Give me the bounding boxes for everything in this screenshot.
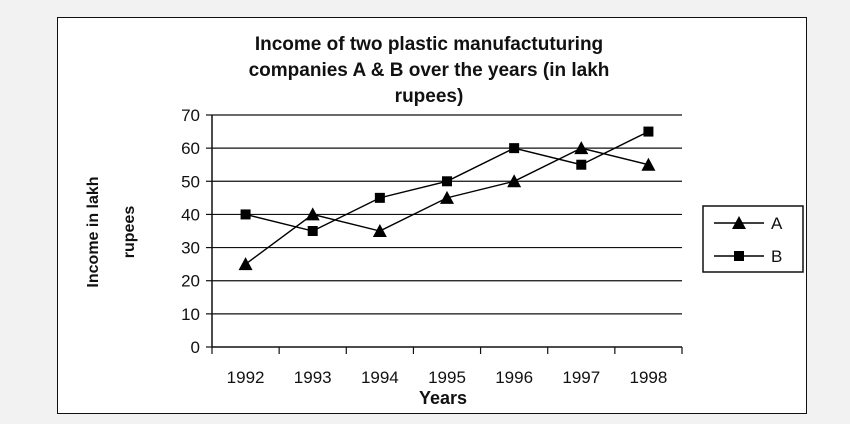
y-tick-label-40: 40 — [181, 205, 200, 224]
point-B-1998 — [643, 126, 654, 137]
series-B — [240, 126, 654, 236]
point-A-1994 — [372, 224, 387, 237]
y-tick-labels: 0 10 20 30 40 50 60 70 — [181, 106, 200, 357]
legend-item-A: A — [714, 214, 783, 233]
y-axis-title-line-1: Income in lakh — [85, 176, 102, 287]
x-tick-label-1992: 1992 — [227, 368, 265, 387]
y-tick-label-70: 70 — [181, 106, 200, 125]
point-B-1995 — [442, 176, 452, 187]
point-B-1997 — [576, 159, 587, 170]
x-tick-labels: 1992 1993 1994 1995 1996 1997 1998 — [227, 368, 668, 387]
chart-title-line-1: Income of two plastic manufactuturing — [255, 34, 603, 55]
axes — [211, 115, 683, 354]
point-A-1998 — [641, 157, 656, 171]
x-tick-label-1998: 1998 — [630, 368, 668, 387]
series-line-A — [245, 147, 649, 265]
point-B-1994 — [374, 192, 385, 203]
x-tick-label-1995: 1995 — [428, 368, 466, 387]
point-B-1993 — [307, 226, 318, 236]
x-tick-label-1993: 1993 — [294, 368, 332, 387]
x-tick-label-1997: 1997 — [562, 368, 600, 387]
y-tick-label-20: 20 — [181, 272, 200, 291]
y-axis-title: Income in lakh rupees — [85, 176, 138, 287]
legend-item-B: B — [714, 247, 782, 266]
legend-label-A: A — [771, 214, 783, 233]
point-B-1992 — [240, 209, 251, 220]
y-tick-label-50: 50 — [181, 172, 200, 191]
legend-box — [702, 205, 804, 273]
y-tick-label-30: 30 — [181, 239, 200, 258]
chart-title: Income of two plastic manufactuturing co… — [249, 34, 610, 107]
legend-marker-B — [734, 251, 744, 261]
y-tick-label-60: 60 — [181, 139, 200, 158]
x-tick-label-1994: 1994 — [361, 368, 399, 387]
point-B-1996 — [509, 143, 520, 154]
x-tick-label-1996: 1996 — [495, 368, 533, 387]
series-layer — [238, 126, 656, 271]
legend: AB — [702, 205, 804, 273]
point-A-1995 — [440, 190, 454, 204]
chart-title-line-3: rupees) — [395, 86, 464, 107]
x-axis-title: Years — [419, 388, 467, 408]
series-A — [238, 141, 656, 271]
legend-marker-A — [732, 216, 746, 229]
y-tick-label-0: 0 — [191, 338, 200, 357]
point-A-1996 — [507, 174, 522, 188]
y-axis-title-line-2: rupees — [121, 206, 138, 259]
point-A-1992 — [238, 257, 253, 271]
chart-title-line-2: companies A & B over the years (in lakh — [249, 60, 610, 81]
point-A-1997 — [574, 141, 589, 155]
legend-label-B: B — [771, 247, 782, 266]
point-A-1993 — [305, 207, 320, 221]
y-tick-label-10: 10 — [181, 305, 200, 324]
